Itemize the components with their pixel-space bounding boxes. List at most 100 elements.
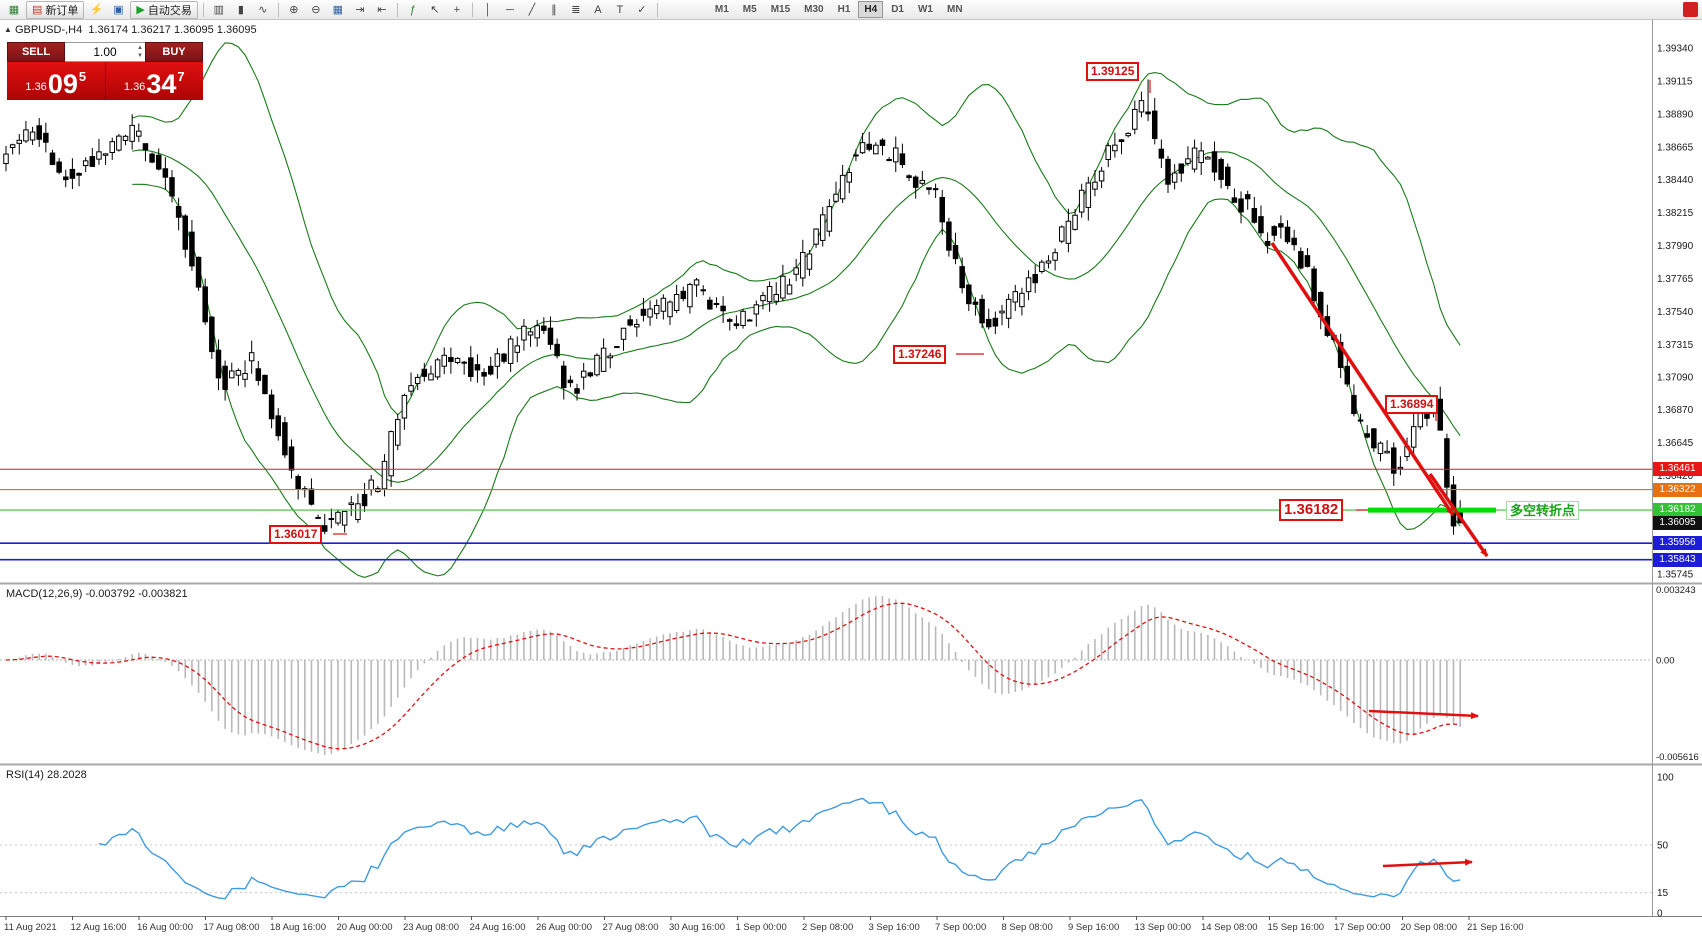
time-axis-label: 18 Aug 16:00: [270, 922, 326, 933]
price-callout[interactable]: 1.36894: [1385, 395, 1439, 414]
price-callout[interactable]: 1.36017: [269, 525, 323, 544]
vertical-line-icon[interactable]: │: [478, 1, 498, 19]
volume-down-icon[interactable]: ▼: [137, 53, 143, 59]
zoom-in-icon: ⊕: [289, 4, 299, 16]
timeframe-h1[interactable]: H1: [837, 4, 851, 15]
svg-text:1.37990: 1.37990: [1657, 241, 1694, 252]
cursor-icon[interactable]: ↖: [425, 1, 445, 19]
quick-trade-icon[interactable]: ⚡: [86, 1, 106, 19]
trend-arrow[interactable]: [1428, 473, 1489, 557]
price-marker-box: 1.35843: [1653, 552, 1702, 567]
chart-ohlc-info: GBPUSD-,H4 1.36174 1.36217 1.36095 1.360…: [15, 24, 257, 36]
trend-arrow[interactable]: [1270, 242, 1455, 516]
timeframe-mn[interactable]: MN: [946, 4, 963, 15]
cursor-icon: ↖: [430, 4, 440, 16]
price-callout[interactable]: 1.39125: [1086, 62, 1140, 81]
timeframe-m5[interactable]: M5: [742, 4, 757, 15]
zoom-out-icon[interactable]: ⊖: [306, 1, 326, 19]
trendline-icon[interactable]: ╱: [522, 1, 542, 19]
price-marker-box: 1.36095: [1653, 515, 1702, 530]
timeframe-w1[interactable]: W1: [917, 4, 933, 15]
svg-text:1.37090: 1.37090: [1657, 373, 1694, 384]
chart-annotation-text[interactable]: 多空转折点: [1506, 501, 1580, 520]
label-icon[interactable]: T: [610, 1, 630, 19]
time-axis-label: 23 Aug 08:00: [403, 922, 459, 933]
timeframe-d1[interactable]: D1: [891, 4, 904, 15]
svg-text:1.37315: 1.37315: [1657, 340, 1694, 351]
timeframe-m15[interactable]: M15: [770, 4, 791, 15]
indicators-icon[interactable]: ƒ: [403, 1, 423, 19]
macd-indicator-label: MACD(12,26,9) -0.003792 -0.003821: [6, 588, 188, 600]
fibonacci-icon: ≣: [571, 4, 581, 16]
text-icon[interactable]: A: [588, 1, 608, 19]
time-axis-label: 21 Sep 16:00: [1467, 922, 1524, 933]
autotrading-button[interactable]: ▶ 自动交易: [130, 0, 198, 19]
candlestick-chart-icon: ▮: [237, 4, 244, 16]
terminal-icon[interactable]: ▣: [108, 1, 128, 19]
volume-stepper[interactable]: ▲ ▼: [137, 44, 143, 60]
svg-text:100: 100: [1657, 773, 1674, 784]
svg-text:1.36870: 1.36870: [1657, 405, 1694, 416]
price-callout[interactable]: 1.37246: [893, 345, 947, 364]
candlestick-chart-icon[interactable]: ▮: [231, 1, 251, 19]
price-marker-box: 1.35956: [1653, 536, 1702, 551]
trendline-icon: ╱: [528, 4, 536, 16]
time-axis-label: 11 Aug 2021: [4, 922, 57, 933]
sell-price-display[interactable]: 1.36 09 5: [7, 62, 105, 100]
new-order-button[interactable]: ▤ 新订单: [26, 0, 85, 19]
toolbar-separator: [396, 2, 398, 17]
line-chart-icon[interactable]: ∿: [253, 1, 273, 19]
svg-text:1.38215: 1.38215: [1657, 208, 1694, 219]
momentum-arrow[interactable]: [1368, 709, 1479, 720]
channel-icon[interactable]: ∥: [544, 1, 564, 19]
fibonacci-icon[interactable]: ≣: [566, 1, 586, 19]
momentum-arrow[interactable]: [1382, 858, 1473, 868]
timeframe-m30[interactable]: M30: [804, 4, 824, 15]
sell-price-sup: 5: [78, 69, 87, 84]
timeframe-h4[interactable]: H4: [858, 1, 884, 18]
svg-text:1.38665: 1.38665: [1657, 142, 1694, 153]
zoom-out-icon: ⊖: [311, 4, 321, 16]
buy-price-display[interactable]: 1.36 34 7: [104, 62, 204, 100]
time-axis-label: 12 Aug 16:00: [70, 922, 127, 933]
time-axis-label: 24 Aug 16:00: [469, 922, 526, 933]
crosshair-icon[interactable]: +: [447, 1, 467, 19]
tile-windows-icon[interactable]: ▦: [328, 1, 348, 19]
auto-scroll-icon[interactable]: ⇥: [350, 1, 370, 19]
timeframe-m1[interactable]: M1: [714, 4, 729, 15]
time-axis-label: 20 Aug 00:00: [336, 922, 393, 933]
time-axis-label: 26 Aug 00:00: [536, 922, 592, 933]
volume-up-icon[interactable]: ▲: [137, 45, 143, 51]
volume-field[interactable]: 1.00 ▲ ▼: [65, 42, 145, 62]
zoom-in-icon[interactable]: ⊕: [284, 1, 304, 19]
bar-chart-icon[interactable]: ▥: [209, 1, 229, 19]
horizontal-line-icon[interactable]: ─: [500, 1, 520, 19]
horizontal-line-icon: ─: [505, 3, 514, 16]
price-marker-box: 1.36322: [1653, 482, 1702, 497]
rsi-line: [98, 797, 1461, 900]
channel-icon: ∥: [551, 4, 557, 16]
buy-button[interactable]: BUY: [145, 42, 203, 62]
arrow-tools-icon[interactable]: ✓: [632, 1, 652, 19]
label-icon: T: [616, 3, 624, 16]
time-axis-label: 1 Sep 00:00: [735, 922, 787, 933]
crosshair-icon: +: [453, 3, 461, 16]
timeframe-group: M1 M5 M15 M30 H1 H4 D1 W1 MN: [708, 1, 970, 18]
svg-text:0.003243: 0.003243: [1656, 585, 1696, 596]
new-order-button: ▤: [32, 4, 43, 16]
toolbar-separator: [277, 2, 279, 17]
svg-text:1.37765: 1.37765: [1657, 274, 1694, 285]
indicators-icon: ƒ: [409, 3, 416, 16]
time-axis-label: 20 Sep 08:00: [1400, 922, 1458, 933]
notification-badge[interactable]: [1683, 2, 1698, 17]
time-axis-label: 16 Aug 00:00: [137, 922, 193, 933]
chart-shift-icon[interactable]: ⇤: [372, 1, 392, 19]
new-chart-icon[interactable]: ▦: [4, 1, 24, 19]
one-click-toggle[interactable]: ▲: [4, 25, 12, 34]
auto-scroll-icon: ⇥: [355, 4, 365, 16]
line-chart-icon: ∿: [258, 4, 268, 16]
svg-text:1.36420: 1.36420: [1657, 471, 1694, 482]
price-callout[interactable]: 1.36182: [1279, 499, 1344, 521]
sell-button[interactable]: SELL: [7, 42, 65, 62]
